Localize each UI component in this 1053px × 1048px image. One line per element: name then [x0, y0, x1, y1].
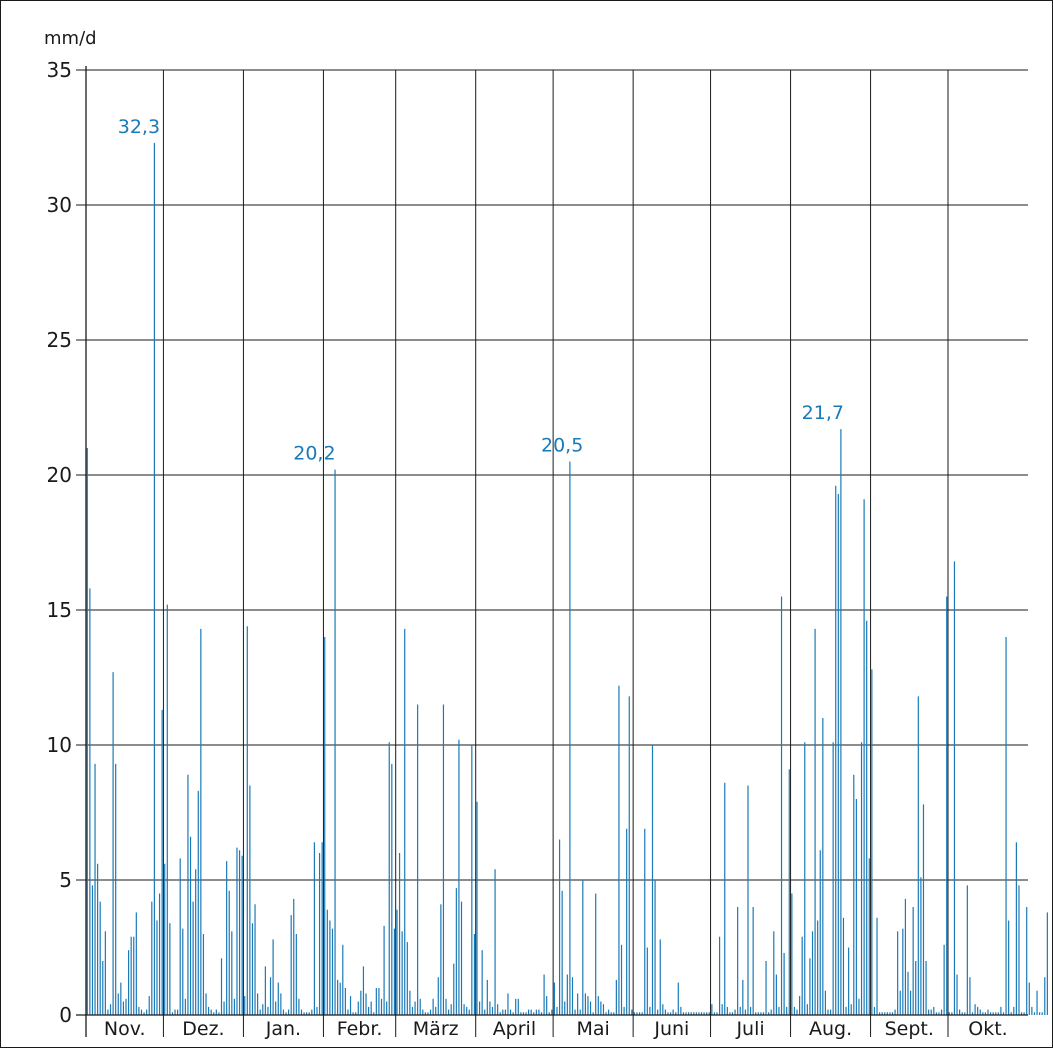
grid-layer	[86, 69, 1028, 1037]
axis-layer	[76, 66, 1028, 1037]
y-tick-label: 15	[47, 598, 72, 622]
month-label: Sept.	[885, 1018, 934, 1040]
month-label: April	[493, 1018, 536, 1040]
peak-label: 20,5	[541, 435, 583, 457]
peak-label: 21,7	[802, 402, 844, 424]
month-label: März	[413, 1018, 459, 1040]
month-label: Aug.	[809, 1018, 852, 1040]
bars-layer	[86, 142, 1048, 1015]
y-tick-label: 10	[47, 733, 72, 757]
y-tick-label: 25	[47, 328, 72, 352]
month-label: Juli	[735, 1018, 764, 1040]
y-tick-label: 30	[47, 193, 72, 217]
y-tick-label: 20	[47, 463, 72, 487]
month-label: Jan.	[265, 1018, 301, 1040]
peak-annotations: 32,3 20,2 20,5 21,7	[118, 116, 844, 465]
month-label: Okt.	[968, 1018, 1007, 1040]
month-label: Febr.	[337, 1018, 383, 1040]
month-label: Nov.	[104, 1018, 146, 1040]
y-tick-label: 5	[59, 868, 72, 892]
month-label: Juni	[653, 1018, 689, 1040]
y-tick-label: 35	[47, 58, 72, 82]
peak-label: 20,2	[293, 443, 335, 465]
y-tick-label: 0	[59, 1003, 72, 1027]
y-axis-unit-label: mm/d	[44, 28, 97, 49]
month-label: Mai	[576, 1018, 609, 1040]
month-label: Dez.	[182, 1018, 224, 1040]
y-tick-labels: 0 5 10 15 20 25 30 35	[47, 58, 72, 1027]
month-labels: Nov. Dez. Jan. Febr. März April Mai Juni Juli Aug…	[104, 1018, 1008, 1040]
peak-label: 32,3	[118, 116, 160, 138]
